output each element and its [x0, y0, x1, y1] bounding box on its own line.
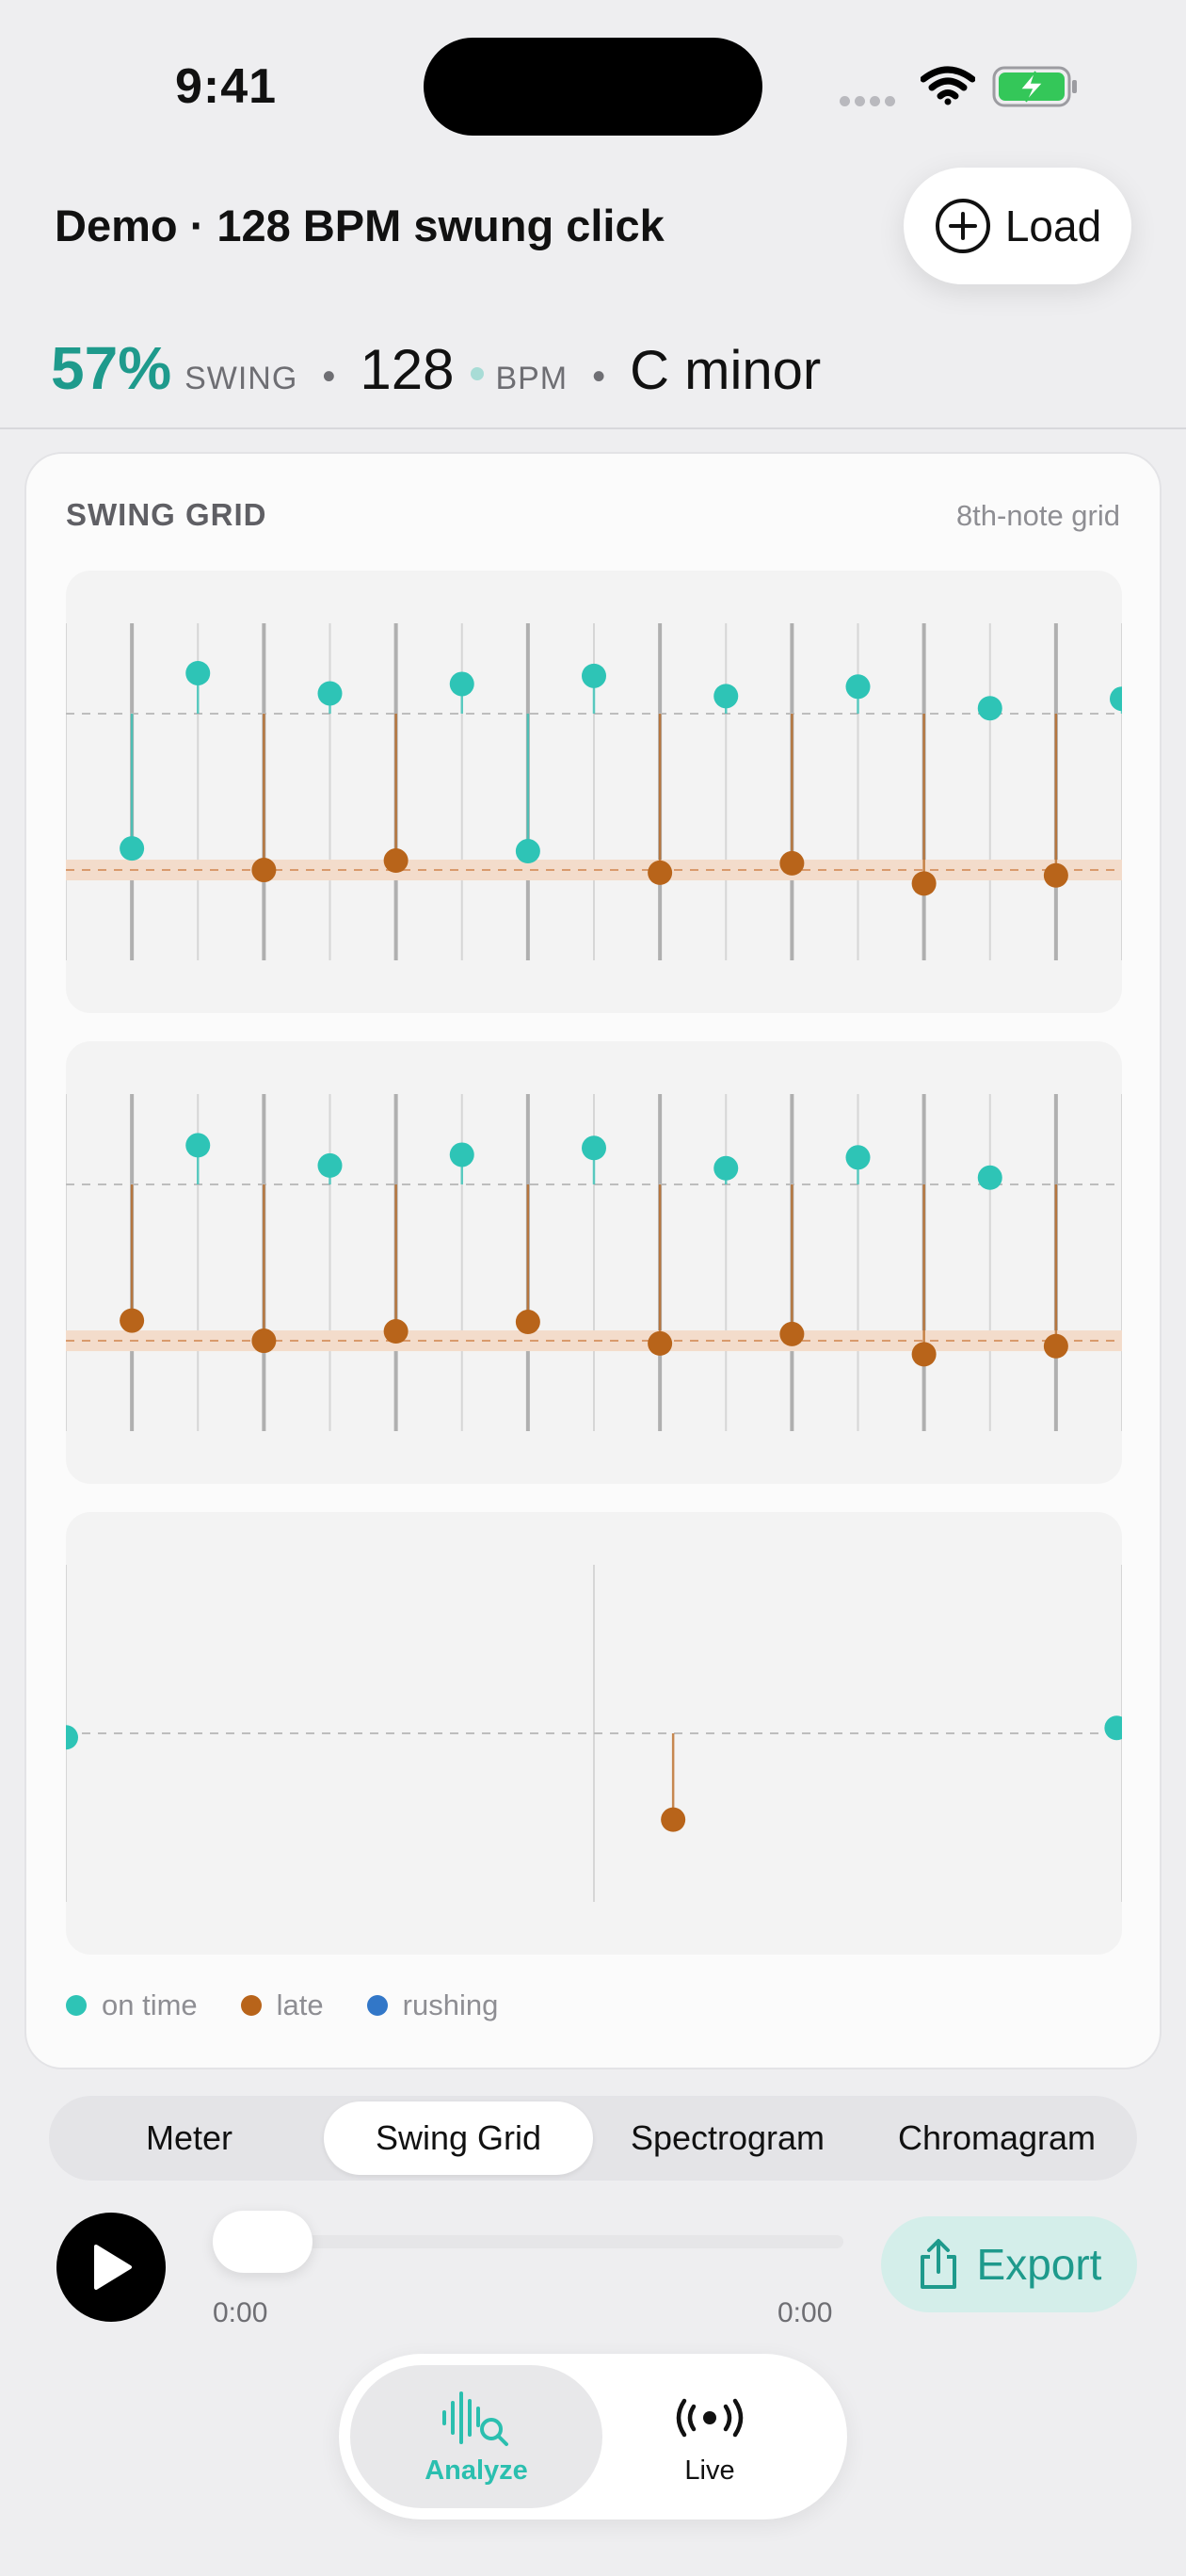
tab-live-label: Live: [684, 2455, 735, 2486]
swing-grid-chart-1: [66, 623, 1122, 960]
play-icon: [94, 2245, 132, 2290]
swing-grid-chart-2: [66, 1094, 1122, 1431]
legend-late: late: [240, 1988, 324, 2022]
onset-point: [383, 848, 409, 874]
legend-on-time: on time: [66, 1988, 198, 2022]
tab-analyze-label: Analyze: [425, 2455, 528, 2486]
onset-point: [1043, 1333, 1068, 1359]
onset-point: [1043, 862, 1068, 888]
bpm-label: BPM: [495, 361, 569, 396]
onset-point: [648, 1330, 673, 1356]
separator: •: [592, 356, 606, 397]
status-bar: 9:41: [0, 0, 1186, 169]
swing-grid-chart-3: [66, 1565, 1122, 1902]
rushing-dot: [366, 1995, 388, 2016]
legend-label: late: [276, 1988, 324, 2021]
onset-point: [185, 1133, 211, 1158]
plus-circle-icon: [935, 199, 990, 253]
onset-point: [977, 696, 1002, 721]
onset-point: [911, 871, 937, 896]
tab-spectrogram[interactable]: Spectrogram: [630, 2118, 825, 2157]
status-time: 9:41: [175, 59, 278, 114]
onset-point: [120, 836, 145, 861]
bottom-tab-bar: Analyze Live: [339, 2354, 847, 2520]
onset-point: [185, 660, 211, 685]
tab-live[interactable]: Live: [584, 2365, 836, 2508]
current-time: 0:00: [213, 2297, 268, 2328]
load-button[interactable]: Load: [904, 168, 1131, 284]
scrubber-thumb[interactable]: [213, 2211, 313, 2273]
onset-point: [582, 1135, 606, 1161]
onset-point: [661, 1807, 686, 1832]
onset-point: [713, 1155, 739, 1181]
onset-point: [845, 1145, 871, 1170]
onset-point: [251, 858, 277, 883]
legend-label: rushing: [402, 1988, 499, 2021]
separator: •: [322, 356, 336, 397]
tab-analyze[interactable]: Analyze: [350, 2365, 602, 2508]
late-dot: [240, 1995, 262, 2016]
swing-grid-bar-1: [66, 571, 1122, 1013]
legend-label: on time: [102, 1988, 198, 2021]
tab-meter[interactable]: Meter: [145, 2118, 233, 2157]
onset-point: [648, 860, 673, 885]
share-icon: [920, 2239, 956, 2289]
onset-point: [845, 674, 871, 700]
onset-point: [449, 671, 474, 697]
swing-grid-bar-3: [66, 1512, 1122, 1955]
battery-charging-icon: [992, 66, 1077, 107]
play-button[interactable]: [56, 2213, 166, 2322]
dynamic-island: [424, 38, 762, 136]
onset-point: [449, 1142, 474, 1167]
onset-point: [66, 1725, 78, 1750]
key-signature: C minor: [630, 340, 822, 401]
bpm-value: 128: [360, 338, 455, 401]
onset-point: [1104, 1715, 1122, 1741]
analysis-summary: 57% SWING • 128 BPM • C minor: [51, 333, 821, 403]
export-button[interactable]: Export: [881, 2216, 1137, 2312]
onset-point: [251, 1328, 277, 1354]
onset-point: [383, 1319, 409, 1344]
signal-dots-icon: [840, 94, 900, 111]
onset-point: [317, 1152, 343, 1178]
legend-rushing: rushing: [366, 1988, 499, 2022]
swing-percent: 57%: [51, 334, 172, 402]
view-segmented-control: Meter Swing Grid Spectrogram Chromagram: [49, 2096, 1137, 2181]
load-label: Load: [1004, 201, 1102, 250]
recording-title: Demo · 128 BPM swung click: [55, 201, 665, 250]
wifi-icon: [921, 66, 975, 105]
onset-point: [317, 681, 343, 706]
onset-point: [582, 663, 606, 688]
export-label: Export: [976, 2240, 1102, 2289]
tab-swing-grid[interactable]: Swing Grid: [324, 2101, 593, 2175]
swing-grid-bar-2: [66, 1041, 1122, 1484]
onset-point: [515, 839, 540, 864]
on-time-dot: [66, 1995, 87, 2016]
scrubber-track[interactable]: [213, 2235, 843, 2248]
waveform-search-icon: [442, 2391, 508, 2446]
onset-point: [779, 1321, 805, 1346]
onset-point: [120, 1308, 145, 1333]
tab-chromagram[interactable]: Chromagram: [897, 2118, 1097, 2157]
onset-point: [779, 850, 805, 876]
broadcast-icon: [676, 2398, 744, 2437]
chart-legend: on time late rushing: [66, 1988, 541, 2022]
onset-point: [515, 1310, 540, 1335]
onset-point: [911, 1342, 937, 1367]
onset-point: [1110, 686, 1122, 712]
onset-point: [713, 684, 739, 709]
bpm-indicator-dot: [471, 367, 485, 380]
grid-resolution: 8th-note grid: [955, 499, 1120, 532]
card-title: SWING GRID: [66, 497, 267, 532]
swing-label: SWING: [184, 361, 298, 396]
onset-point: [977, 1165, 1002, 1190]
swing-grid-card: SWING GRID 8th-note grid on time late ru…: [24, 452, 1162, 2069]
header-divider: [0, 427, 1186, 429]
duration: 0:00: [777, 2297, 833, 2328]
